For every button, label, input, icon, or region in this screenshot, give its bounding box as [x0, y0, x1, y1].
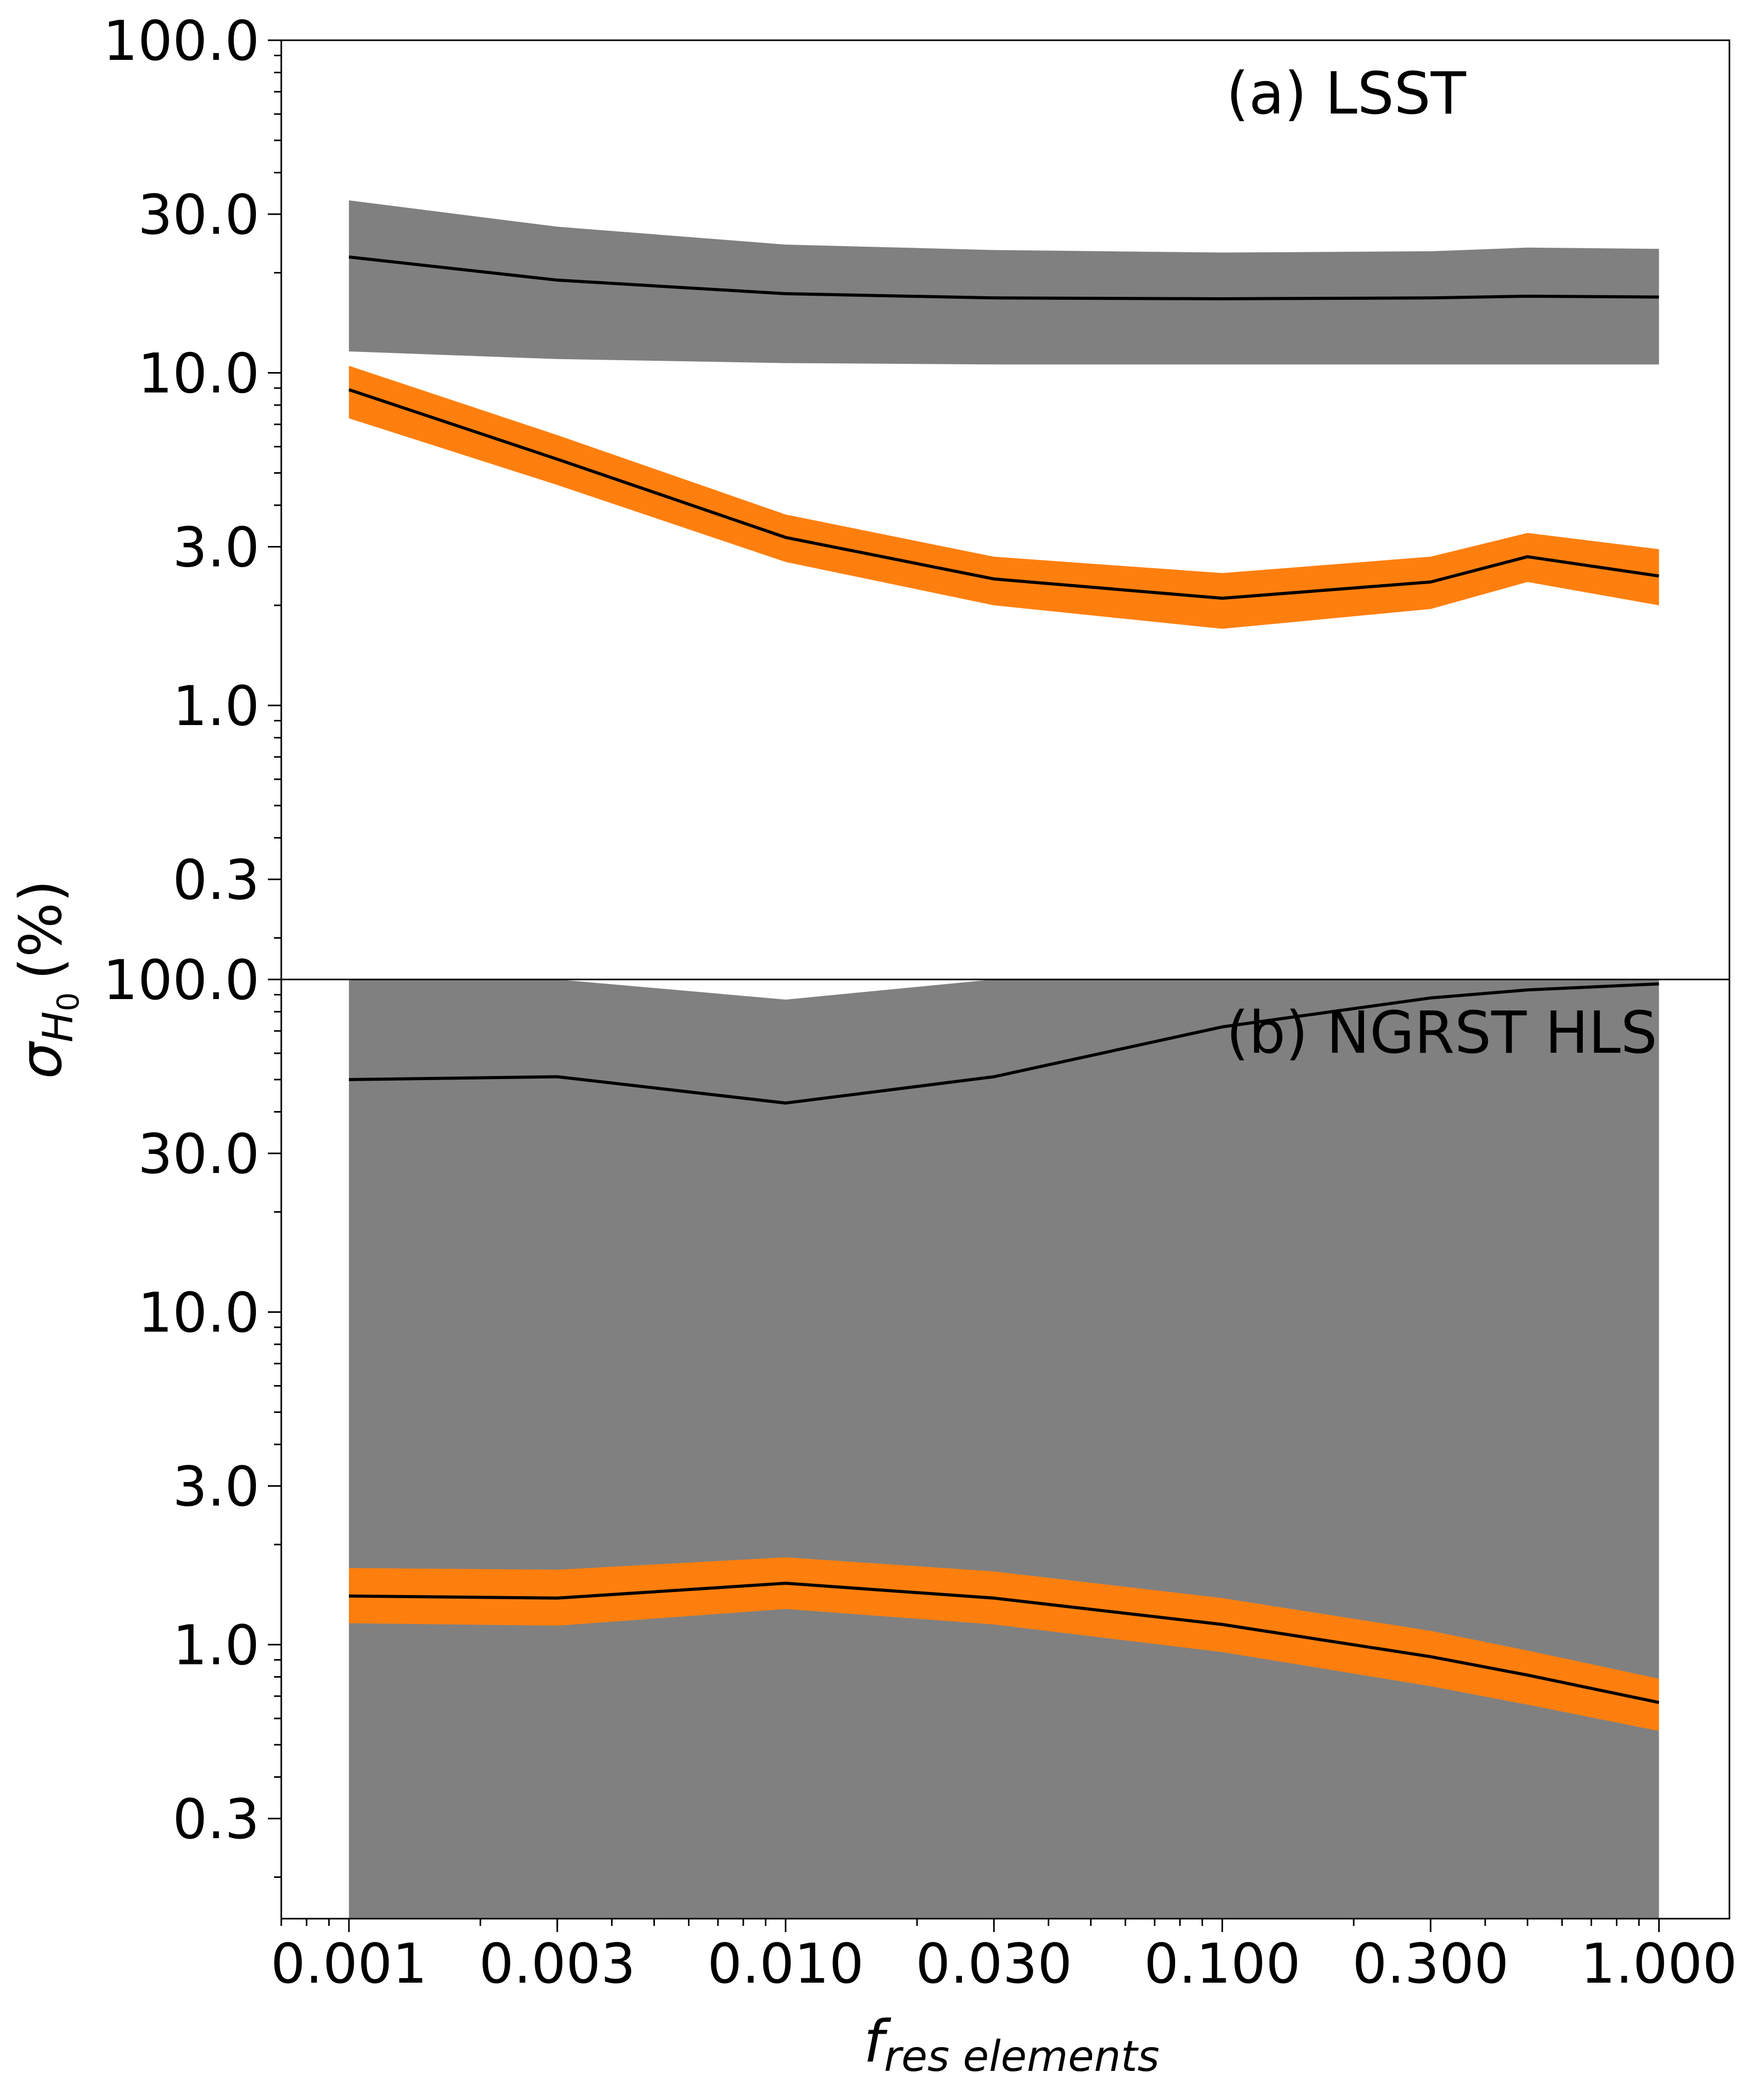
y-axis-label: σH0 (%): [8, 880, 86, 1079]
y-ticks-a: 0.3 1.0 3.0 10.0 30.0 100.0: [103, 9, 281, 912]
x-axis-label-subscript: res elements: [884, 2032, 1160, 2074]
median-lines-a: [348, 255, 1659, 600]
gray-band-b: [349, 979, 1659, 1919]
bands-b: [349, 979, 1659, 1919]
y-tick-label-a: 100.0: [103, 9, 260, 73]
x-axis-label: fres elements: [863, 2008, 1159, 2074]
orange-median-line-a: [348, 388, 1659, 600]
x-tick-label: 0.030: [916, 1932, 1072, 1996]
x-tick-label: 0.001: [270, 1932, 427, 1996]
y-tick-label-b: 100.0: [103, 948, 260, 1012]
axes-frame-b: [280, 978, 1730, 1920]
y-tick-label-b: 0.3: [172, 1788, 260, 1851]
orange-band-b: [349, 1557, 1659, 1731]
y-tick-label-b: 3.0: [172, 1455, 260, 1519]
y-tick-label-a: 1.0: [172, 674, 260, 738]
x-tick-label: 0.300: [1352, 1932, 1509, 1996]
panel-label-a: (a) LSST: [1226, 60, 1466, 127]
y-tick-label-a: 30.0: [138, 183, 260, 247]
y-tick-label-a: 3.0: [172, 516, 260, 580]
median-lines-b: [349, 982, 1660, 1705]
gray-median-line-b: [349, 982, 1659, 1105]
panel-b-ngrst-hls: 0.3 1.0 3.0 10.0 30.0 100.0 (b) NGRST HLS: [103, 948, 1730, 1932]
y-axis-label-subscript: H: [34, 1011, 82, 1042]
gray-band-a: [349, 200, 1659, 365]
y-tick-label-b: 1.0: [172, 1614, 260, 1677]
y-tick-label-a: 0.3: [172, 848, 260, 912]
x-tick-label: 0.003: [479, 1932, 635, 1996]
plot-area-a: [281, 40, 1729, 979]
y-axis-label-unit: (%): [8, 880, 75, 980]
y-axis-label-main: σ: [8, 1041, 75, 1079]
x-tick-labels: 0.001 0.003 0.010 0.030 0.100 0.300 1.000: [270, 1932, 1737, 1996]
y-ticks-b: 0.3 1.0 3.0 10.0 30.0 100.0: [103, 948, 281, 1851]
orange-median-line-b: [349, 1582, 1660, 1705]
x-tick-label: 0.100: [1144, 1932, 1301, 1996]
y-tick-label-b: 10.0: [138, 1281, 260, 1345]
x-ticks-b: [348, 1919, 1660, 1932]
orange-band-a: [349, 365, 1659, 629]
bands-a: [349, 200, 1659, 629]
y-tick-label-a: 10.0: [138, 342, 260, 406]
x-tick-label: 1.000: [1581, 1932, 1737, 1996]
panel-label-b: (b) NGRST HLS: [1226, 1000, 1657, 1067]
gray-median-line-a: [348, 255, 1659, 300]
y-tick-label-b: 30.0: [138, 1122, 260, 1186]
x-tick-label: 0.010: [707, 1932, 863, 1996]
panel-a-lsst: 0.3 1.0 3.0 10.0 30.0 100.0 (a) LSST: [103, 9, 1730, 993]
y-axis-label-subsubscript: 0: [51, 992, 86, 1011]
